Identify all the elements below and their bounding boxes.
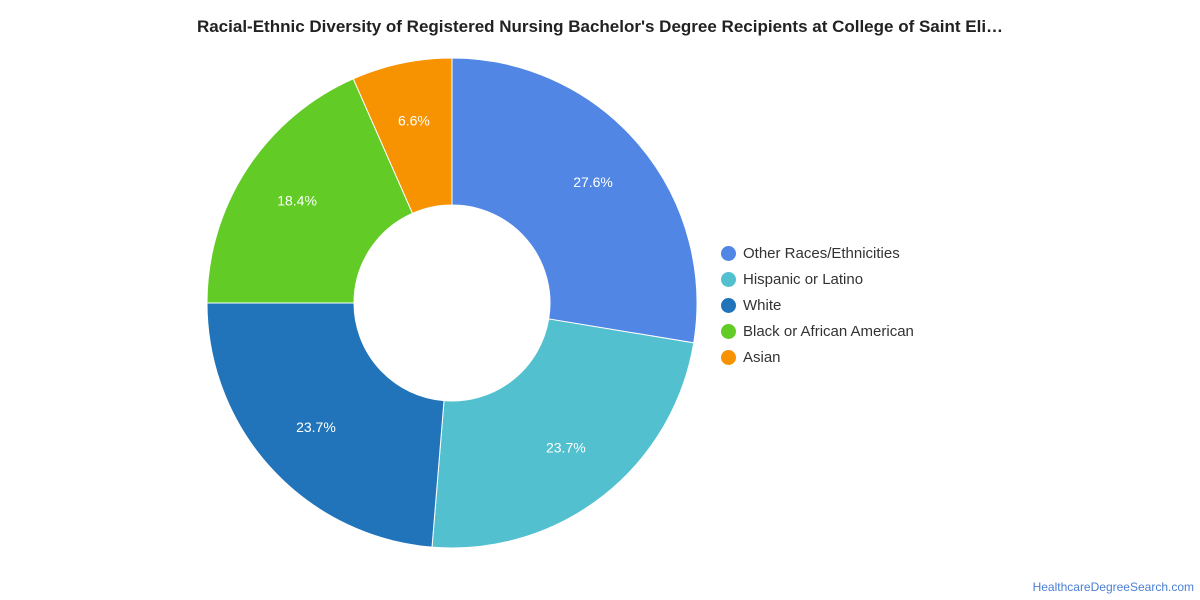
legend-item-hispanic[interactable]: Hispanic or Latino bbox=[721, 266, 914, 292]
slice-label-white: 23.7% bbox=[296, 419, 336, 435]
watermark-link[interactable]: HealthcareDegreeSearch.com bbox=[1032, 580, 1194, 594]
chart-legend: Other Races/Ethnicities Hispanic or Lati… bbox=[721, 240, 914, 370]
slice-label-asian: 6.6% bbox=[398, 113, 430, 129]
legend-swatch-hispanic bbox=[721, 271, 736, 287]
legend-swatch-black bbox=[721, 323, 736, 339]
slice-white[interactable] bbox=[206, 302, 445, 548]
legend-item-white[interactable]: White bbox=[721, 292, 914, 318]
legend-label-other-races: Other Races/Ethnicities bbox=[743, 244, 900, 262]
slice-label-black: 18.4% bbox=[277, 193, 317, 209]
legend-item-black[interactable]: Black or African American bbox=[721, 318, 914, 344]
slice-label-other-races: 27.6% bbox=[573, 174, 613, 190]
legend-label-asian: Asian bbox=[743, 348, 781, 366]
legend-swatch-asian bbox=[721, 349, 736, 365]
slice-hispanic[interactable] bbox=[431, 318, 695, 549]
legend-item-asian[interactable]: Asian bbox=[721, 344, 914, 370]
slice-asian[interactable] bbox=[352, 57, 453, 214]
legend-label-black: Black or African American bbox=[743, 322, 914, 340]
legend-item-other-races[interactable]: Other Races/Ethnicities bbox=[721, 240, 914, 266]
legend-label-hispanic: Hispanic or Latino bbox=[743, 270, 864, 288]
chart-title: Racial-Ethnic Diversity of Registered Nu… bbox=[196, 17, 1004, 36]
slice-label-hispanic: 23.7% bbox=[546, 440, 586, 456]
legend-swatch-other-races bbox=[721, 245, 736, 261]
slice-other-races[interactable] bbox=[451, 57, 698, 344]
legend-label-white: White bbox=[743, 296, 782, 314]
slice-black[interactable] bbox=[206, 78, 414, 304]
legend-swatch-white bbox=[721, 297, 736, 313]
